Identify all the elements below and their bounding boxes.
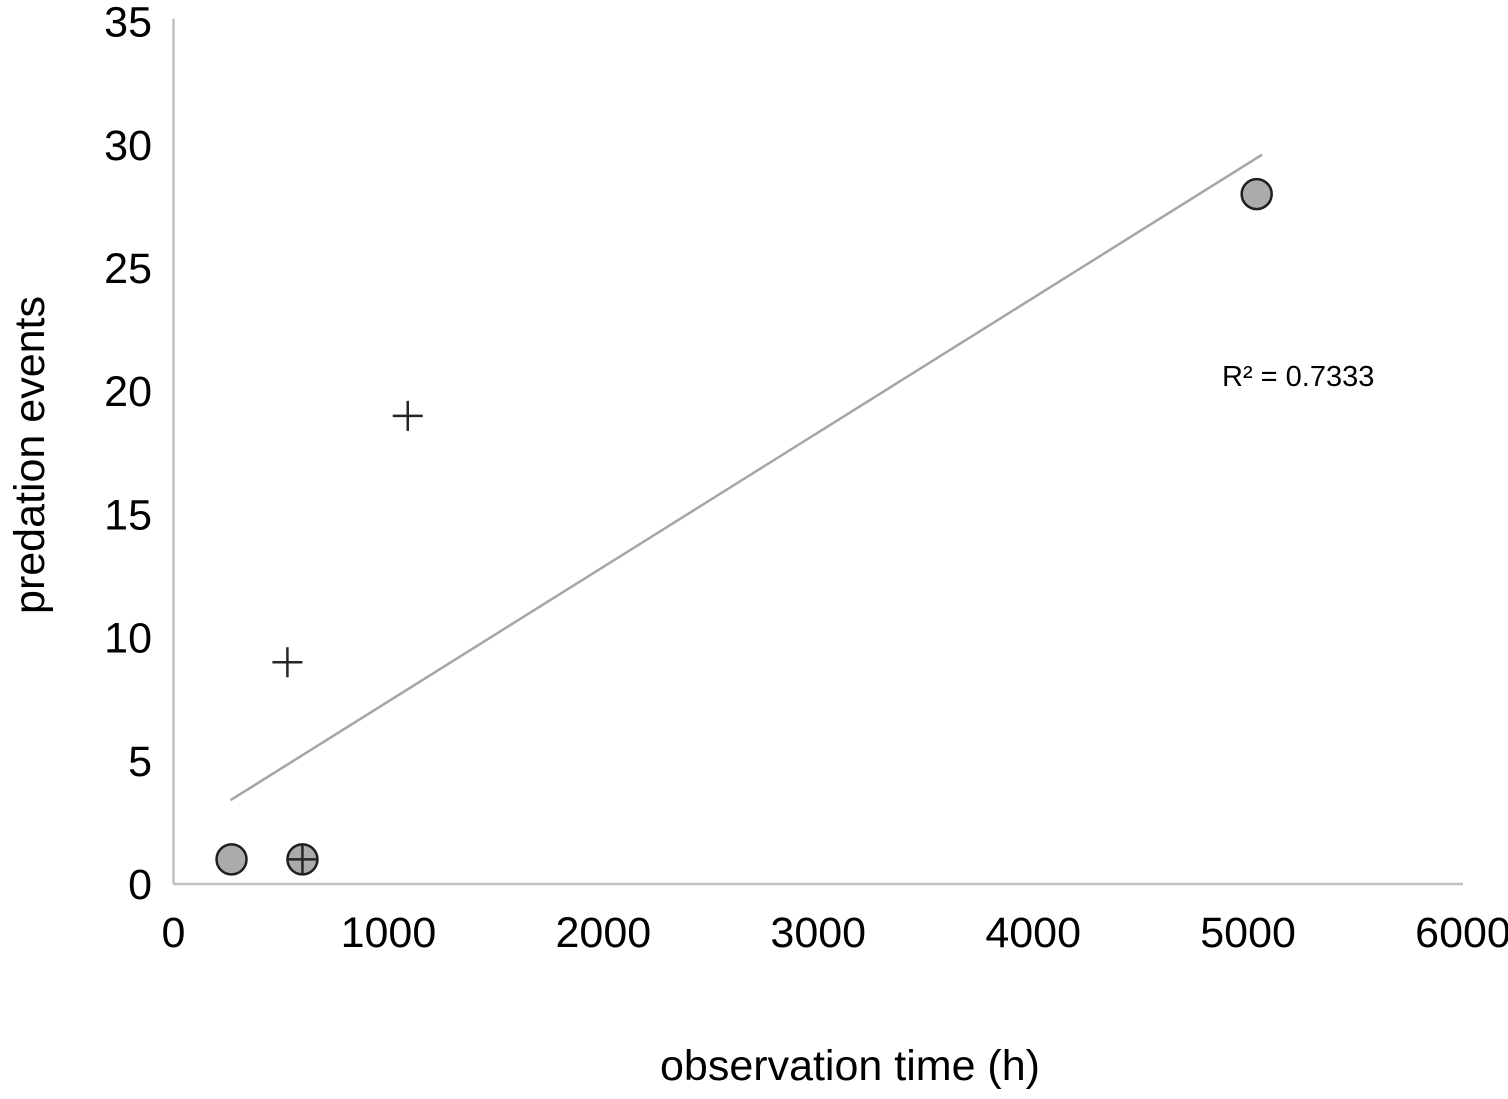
x-tick-label: 1000 (341, 909, 437, 957)
y-tick-label: 5 (128, 738, 152, 786)
scatter-point-circle (1240, 177, 1273, 211)
r-squared-annotation: R² = 0.7333 (1222, 361, 1374, 393)
x-tick-label: 4000 (985, 909, 1081, 957)
y-tick-label: 15 (104, 491, 152, 539)
scatter-point-circle (215, 843, 248, 876)
x-axis-title: observation time (h) (660, 1042, 1040, 1090)
y-tick-label: 30 (104, 122, 152, 170)
y-tick-label: 20 (104, 368, 152, 416)
x-tick-label: 2000 (555, 909, 651, 957)
y-tick-label: 10 (104, 615, 152, 663)
x-tick-label: 6000 (1415, 909, 1508, 957)
plot-area: 0 1000 2000 3000 4000 5000 6000 0 5 10 15 20 25 30 35 (104, 0, 1508, 957)
y-tick-label: 35 (104, 0, 152, 47)
x-tick-label: 0 (162, 909, 186, 957)
y-axis-title: predation events (6, 296, 54, 614)
x-tick-label: 5000 (1200, 909, 1296, 957)
y-tick-label: 25 (104, 245, 152, 293)
scatter-point-plus (272, 647, 303, 678)
scatter-point-plus (392, 400, 423, 431)
scatter-point-plus (287, 844, 318, 875)
x-tick-label: 3000 (770, 909, 866, 957)
y-tick-label: 0 (128, 861, 152, 909)
trendline (229, 153, 1263, 802)
